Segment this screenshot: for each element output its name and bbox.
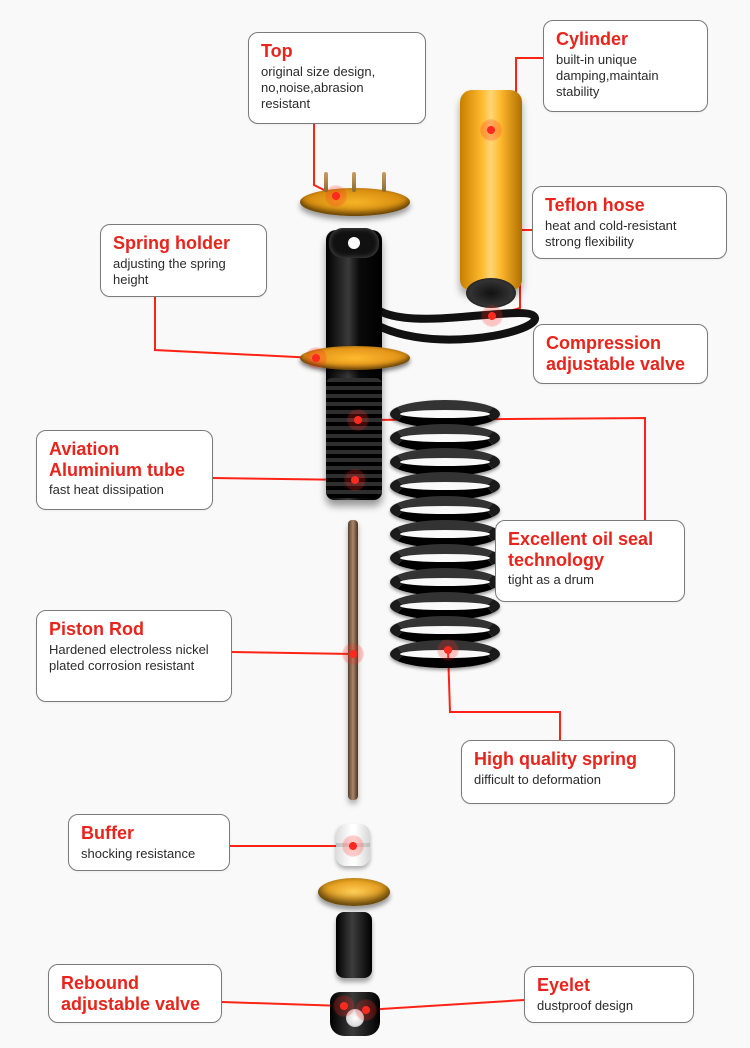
leader-marker (305, 347, 327, 369)
callout-title: Teflon hose (545, 195, 714, 216)
callout-top: Top original size design, no,noise,abras… (248, 32, 426, 124)
leader-marker (333, 995, 355, 1017)
leader-marker (342, 835, 364, 857)
callout-aluminium-tube: Aviation Aluminium tube fast heat dissip… (36, 430, 213, 510)
leader-marker (325, 185, 347, 207)
leader-marker (347, 409, 369, 431)
callout-desc: difficult to deformation (474, 772, 662, 788)
part-spring-cup (318, 878, 390, 906)
callout-title: High quality spring (474, 749, 662, 770)
callout-cylinder: Cylinder built-in unique damping,maintai… (543, 20, 708, 112)
callout-desc: heat and cold-resistant strong flexibili… (545, 218, 714, 251)
part-top-mount (300, 188, 410, 216)
callout-teflon-hose: Teflon hose heat and cold-resistant stro… (532, 186, 727, 259)
leader-marker (437, 639, 459, 661)
callout-title: Buffer (81, 823, 217, 844)
callout-buffer: Buffer shocking resistance (68, 814, 230, 871)
leader-marker (480, 119, 502, 141)
callout-title: Rebound adjustable valve (61, 973, 209, 1014)
callout-oil-seal: Excellent oil seal technology tight as a… (495, 520, 685, 602)
callout-desc: tight as a drum (508, 572, 672, 588)
leader-marker (355, 999, 377, 1021)
callout-compression-valve: Compression adjustable valve (533, 324, 708, 384)
part-lower-sleeve (336, 912, 372, 978)
callout-desc: dustproof design (537, 998, 681, 1014)
callout-title: Top (261, 41, 413, 62)
callout-title: Eyelet (537, 975, 681, 996)
callout-piston-rod: Piston Rod Hardened electroless nickel p… (36, 610, 232, 702)
callout-desc: original size design, no,noise,abrasion … (261, 64, 413, 113)
callout-title: Piston Rod (49, 619, 219, 640)
callout-title: Excellent oil seal technology (508, 529, 672, 570)
callout-desc: adjusting the spring height (113, 256, 254, 289)
callout-title: Compression adjustable valve (546, 333, 695, 374)
callout-title: Aviation Aluminium tube (49, 439, 200, 480)
callout-eyelet: Eyelet dustproof design (524, 966, 694, 1023)
callout-rebound-valve: Rebound adjustable valve (48, 964, 222, 1023)
callout-spring-quality: High quality spring difficult to deforma… (461, 740, 675, 804)
leader-marker (344, 469, 366, 491)
callout-desc: Hardened electroless nickel plated corro… (49, 642, 219, 675)
callout-title: Cylinder (556, 29, 695, 50)
callout-desc: fast heat dissipation (49, 482, 200, 498)
leader-marker (342, 643, 364, 665)
callout-desc: built-in unique damping,maintain stabili… (556, 52, 695, 101)
leader-marker (481, 305, 503, 327)
callout-desc: shocking resistance (81, 846, 217, 862)
callout-title: Spring holder (113, 233, 254, 254)
callout-spring-holder: Spring holder adjusting the spring heigh… (100, 224, 267, 297)
part-coil-spring (390, 400, 500, 670)
